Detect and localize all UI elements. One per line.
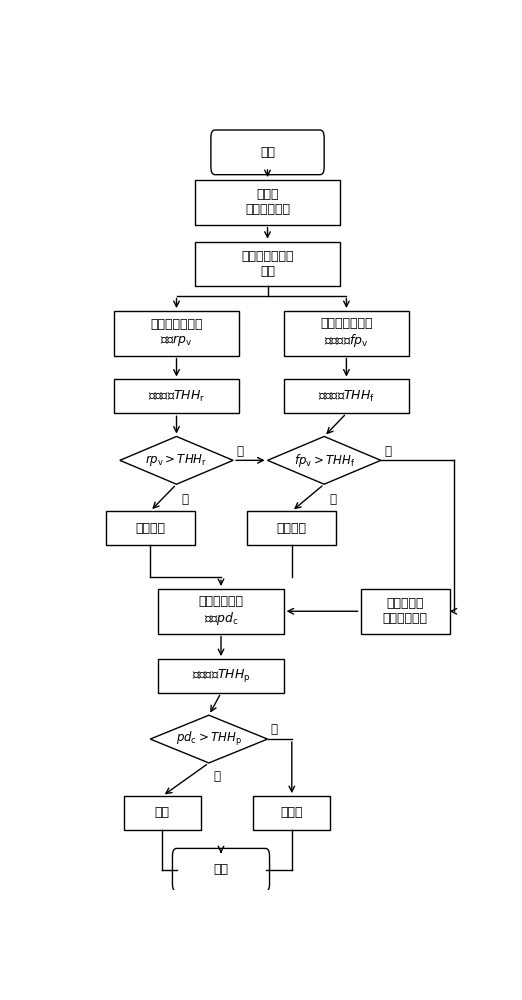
Text: 否: 否 (271, 723, 278, 736)
Text: 无气穴: 无气穴 (280, 806, 303, 820)
Bar (105, 511, 195, 545)
Text: 自搜索转频峰值
指标$rp_{\mathrm{v}}$: 自搜索转频峰值 指标$rp_{\mathrm{v}}$ (150, 318, 203, 348)
Bar (361, 589, 449, 634)
Text: $fp_{\mathrm{v}}{>}THH_{\mathrm{f}}$: $fp_{\mathrm{v}}{>}THH_{\mathrm{f}}$ (293, 452, 355, 469)
Polygon shape (150, 715, 267, 763)
Text: 否: 否 (236, 445, 243, 458)
Bar (284, 311, 409, 356)
Bar (158, 659, 284, 693)
Text: 自搜索特征频率
峰值指标$fp_{\mathrm{v}}$: 自搜索特征频率 峰值指标$fp_{\mathrm{v}}$ (320, 317, 373, 349)
Text: 开始: 开始 (260, 146, 275, 159)
Polygon shape (120, 436, 233, 484)
Bar (195, 180, 340, 225)
Bar (284, 379, 409, 413)
Text: 设定阈值$THH_{\mathrm{f}}$: 设定阈值$THH_{\mathrm{f}}$ (318, 389, 375, 404)
FancyBboxPatch shape (211, 130, 324, 175)
Text: 气穴: 气穴 (155, 806, 170, 820)
Text: 轴承故障: 轴承故障 (135, 522, 165, 535)
Text: 结束: 结束 (213, 863, 229, 876)
Bar (158, 589, 284, 634)
Text: 是: 是 (213, 770, 221, 783)
Bar (124, 796, 201, 830)
Text: 设定阈值$THH_{\mathrm{p}}$: 设定阈值$THH_{\mathrm{p}}$ (192, 667, 251, 684)
Bar (247, 511, 336, 545)
Bar (195, 242, 340, 286)
Text: 电流局部极差
指标$pd_{\mathrm{c}}$: 电流局部极差 指标$pd_{\mathrm{c}}$ (198, 595, 243, 627)
Text: 否: 否 (384, 445, 391, 458)
Text: $rp_{\mathrm{v}}{>}THH_{\mathrm{r}}$: $rp_{\mathrm{v}}{>}THH_{\mathrm{r}}$ (146, 452, 208, 468)
Bar (253, 796, 330, 830)
Bar (114, 379, 239, 413)
Text: 自动搜索离心泵
转频: 自动搜索离心泵 转频 (241, 250, 294, 278)
Text: 离心泵
振动信号样本: 离心泵 振动信号样本 (245, 188, 290, 216)
FancyBboxPatch shape (172, 848, 269, 892)
Text: 叶轮故障: 叶轮故障 (277, 522, 307, 535)
Bar (114, 311, 239, 356)
Text: 设定阈值$THH_{\mathrm{r}}$: 设定阈值$THH_{\mathrm{r}}$ (148, 389, 205, 404)
Text: $pd_{\mathrm{c}}{>}THH_{\mathrm{p}}$: $pd_{\mathrm{c}}{>}THH_{\mathrm{p}}$ (176, 730, 242, 748)
Text: 离心泵三相
电流信号样本: 离心泵三相 电流信号样本 (383, 597, 428, 625)
Text: 是: 是 (181, 493, 188, 506)
Polygon shape (267, 436, 381, 484)
Text: 是: 是 (329, 493, 336, 506)
